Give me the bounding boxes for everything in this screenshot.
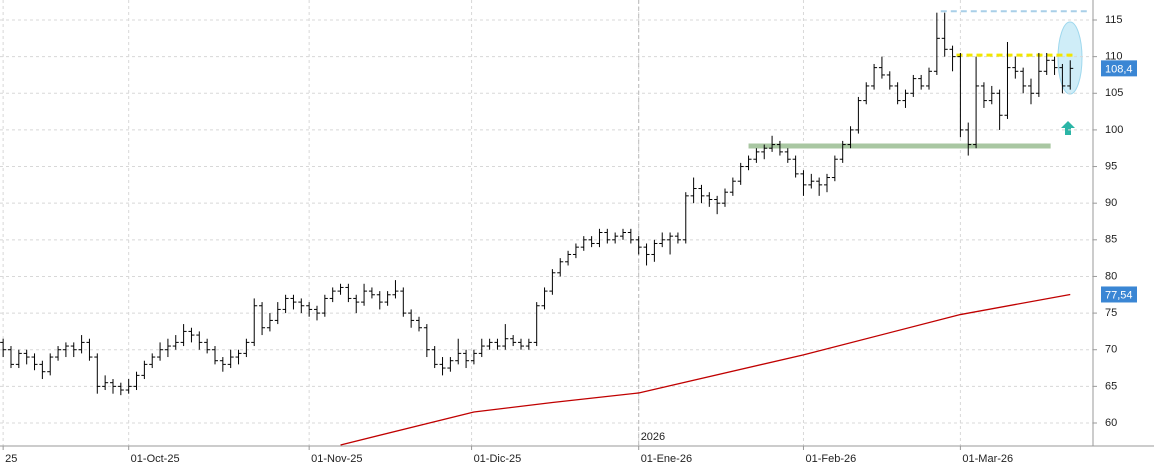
moving-average-line [340, 293, 1071, 446]
y-tick-label: 60 [1105, 417, 1117, 429]
plot-area [0, 0, 1093, 446]
y-tick-label: 80 [1105, 270, 1117, 282]
y-tick-label: 70 [1105, 344, 1117, 356]
y-tick-label: 85 [1105, 234, 1117, 246]
x-tick-label: 01-Nov-25 [311, 453, 362, 465]
y-tick-label: 95 [1105, 160, 1117, 172]
x-tick-label: 01-Dic-25 [474, 453, 522, 465]
y-tick-label: 90 [1105, 197, 1117, 209]
price-tag [1101, 286, 1137, 303]
y-tick-label: 65 [1105, 380, 1117, 392]
price-tag-label: 77,54 [1105, 289, 1133, 301]
price-tag [1101, 60, 1137, 77]
y-tick-label: 75 [1105, 307, 1117, 319]
y-tick-label: 105 [1105, 87, 1123, 99]
x-tick-label: 01-Oct-25 [131, 453, 180, 465]
year-label: 2026 [641, 431, 665, 443]
x-tick-label: 25 [5, 453, 17, 465]
up-arrow [1061, 121, 1075, 135]
price-tag-label: 108,4 [1105, 63, 1133, 75]
y-tick-label: 115 [1105, 14, 1123, 26]
highlight-ellipse [1057, 21, 1083, 95]
x-tick-label: 01-Ene-26 [641, 453, 692, 465]
x-tick-label: 01-Feb-26 [805, 453, 856, 465]
y-tick-label: 110 [1105, 51, 1123, 63]
x-tick-label: 01-Mar-26 [962, 453, 1013, 465]
y-tick-label: 100 [1105, 124, 1123, 136]
